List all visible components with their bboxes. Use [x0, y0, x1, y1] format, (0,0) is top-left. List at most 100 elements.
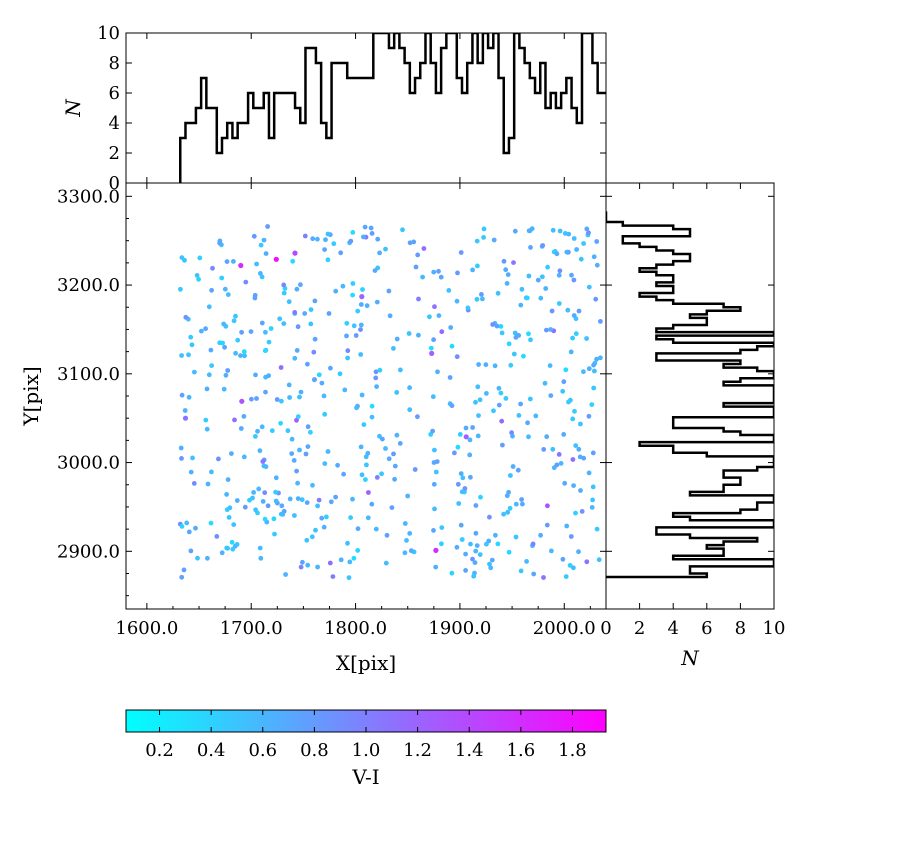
scatter-point [290, 258, 296, 264]
scatter-point [571, 313, 577, 318]
scatter-point [407, 531, 413, 536]
scatter-point [540, 274, 545, 280]
right-x-tick-label: 2 [634, 618, 645, 639]
scatter-point [338, 557, 344, 563]
scatter-point [330, 574, 336, 579]
scatter-point [439, 541, 444, 547]
scatter-point [459, 489, 465, 495]
scatter-point [436, 313, 442, 318]
scatter-point [431, 481, 437, 487]
scatter-point [519, 286, 525, 292]
scatter-point [239, 398, 245, 404]
scatter-point [503, 267, 509, 273]
scatter-point [292, 513, 297, 518]
scatter-point [512, 330, 518, 336]
scatter-point [369, 231, 375, 236]
scatter-point [308, 429, 313, 435]
scatter-point [292, 310, 298, 315]
scatter-point [239, 329, 245, 335]
scatter-point [475, 263, 480, 269]
colorbar-tick-label: 1.2 [403, 740, 432, 761]
scatter-point [325, 231, 331, 237]
scatter-point [300, 559, 305, 565]
scatter-point [504, 281, 510, 286]
scatter-point [394, 336, 400, 342]
scatter-point [563, 367, 569, 373]
scatter-point [217, 340, 223, 346]
scatter-point [373, 526, 379, 532]
scatter-point [439, 329, 445, 335]
scatter-point [252, 292, 258, 298]
scatter-point [359, 472, 365, 478]
scatter-point [274, 397, 280, 402]
scatter-point [208, 520, 214, 526]
scatter-point [219, 550, 225, 556]
scatter-point [538, 532, 543, 538]
scatter-point [411, 239, 417, 245]
right-histogram-frame [605, 182, 775, 610]
scatter-point [333, 288, 339, 294]
scatter-point [326, 311, 332, 316]
right-x-tick-label: 4 [667, 618, 678, 639]
scatter-point [224, 492, 230, 497]
scatter-point [230, 546, 236, 552]
scatter-point [521, 353, 526, 359]
scatter-point [183, 314, 189, 320]
scatter-point [248, 329, 254, 334]
scatter-point [568, 349, 574, 355]
scatter-point [433, 564, 439, 570]
scatter-point [197, 255, 203, 261]
scatter-point [231, 259, 236, 264]
scatter-point [520, 501, 525, 507]
scatter-point [337, 371, 343, 377]
scatter-point [224, 545, 230, 551]
scatter-point [374, 299, 380, 305]
scatter-point [217, 240, 223, 246]
scatter-point [324, 514, 329, 520]
right-histogram-x-label: N [680, 646, 700, 670]
scatter-point [590, 450, 596, 456]
scatter-point [548, 393, 554, 398]
top-y-tick-label: 10 [97, 23, 120, 44]
scatter-point [494, 323, 500, 329]
scatter-point [331, 241, 337, 247]
scatter-point [398, 367, 403, 373]
scatter-point [374, 384, 379, 389]
scatter-point [392, 476, 397, 482]
scatter-point [297, 447, 302, 453]
scatter-point [199, 328, 204, 334]
scatter-point [576, 549, 581, 555]
scatter-point [493, 532, 498, 538]
scatter-point [209, 287, 215, 293]
scatter-point [488, 565, 494, 571]
scatter-point [526, 228, 532, 234]
scatter-point [292, 250, 298, 256]
scatter-point [234, 498, 240, 503]
scatter-point [362, 224, 368, 230]
scatter-point [304, 537, 310, 543]
scatter-point [321, 393, 327, 399]
scatter-point [524, 295, 530, 301]
scatter-point [446, 288, 452, 293]
scatter-point [384, 532, 390, 538]
scatter-point [294, 417, 299, 423]
scatter-point [210, 265, 215, 271]
scatter-point [277, 316, 283, 322]
y-tick-label: 3300.0 [57, 186, 120, 207]
scatter-point [413, 264, 419, 270]
scatter-point [501, 511, 506, 517]
scatter-point [354, 405, 359, 411]
scatter-point [345, 348, 351, 354]
scatter-point [480, 296, 485, 302]
scatter-point [474, 296, 480, 302]
scatter-point [315, 564, 320, 570]
scatter-point [531, 571, 537, 577]
scatter-point [366, 490, 371, 495]
scatter-point [315, 236, 320, 242]
scatter-point [325, 449, 331, 454]
scatter-point [292, 355, 298, 361]
scatter-point [456, 501, 462, 506]
scatter-point [261, 463, 267, 469]
scatter-point [569, 272, 574, 278]
scatter-point [434, 459, 440, 464]
